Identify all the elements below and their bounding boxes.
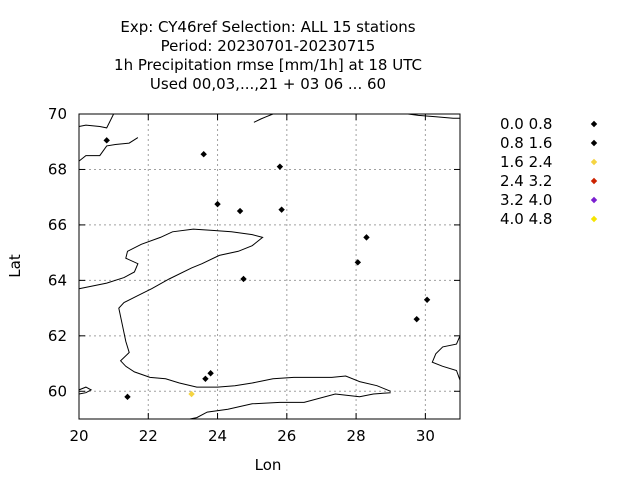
station-point <box>200 151 207 158</box>
coastline <box>78 113 115 129</box>
legend-label: 0.8 1.6 <box>500 134 552 152</box>
legend-marker <box>590 120 598 128</box>
legend-marker <box>590 139 598 147</box>
x-tick-label: 24 <box>208 427 227 445</box>
title-line-2: Period: 20230701-20230715 <box>161 37 376 55</box>
y-tick-label: 66 <box>48 216 67 234</box>
plot-frame <box>78 113 461 420</box>
legend: 0.0 0.80.8 1.61.6 2.42.4 3.23.2 4.04.0 4… <box>500 115 598 228</box>
grid <box>79 114 460 419</box>
x-tick-label: 30 <box>416 427 435 445</box>
y-tick-label: 60 <box>48 382 67 400</box>
coastline <box>78 228 391 392</box>
coastline <box>189 392 391 420</box>
station-point <box>214 200 221 208</box>
y-tick-label: 70 <box>48 105 67 123</box>
x-tick-label: 20 <box>69 427 88 445</box>
x-tick-label: 26 <box>277 427 296 445</box>
coastline <box>253 113 274 123</box>
x-tick-label: 28 <box>347 427 366 445</box>
station-point <box>413 315 420 323</box>
legend-marker <box>590 215 598 223</box>
station-point <box>236 207 244 215</box>
station-point <box>124 393 131 401</box>
station-point <box>207 370 214 377</box>
title-line-3: 1h Precipitation rmse [mm/1h] at 18 UTC <box>114 56 422 74</box>
axis-ticks: 20 22 24 26 28 30 60 62 64 66 68 70 <box>48 105 460 445</box>
station-point <box>202 375 209 382</box>
station-point <box>188 390 195 398</box>
station-point <box>354 259 362 266</box>
legend-label: 2.4 3.2 <box>500 172 552 190</box>
station-point <box>363 234 370 241</box>
x-axis-label: Lon <box>255 456 282 474</box>
legend-marker <box>590 196 598 204</box>
coastline <box>78 137 139 162</box>
y-tick-label: 68 <box>48 160 67 178</box>
station-points <box>103 137 431 401</box>
legend-label: 0.0 0.8 <box>500 115 552 133</box>
coastline <box>407 113 460 119</box>
legend-label: 1.6 2.4 <box>500 153 552 171</box>
title-line-4: Used 00,03,...,21 + 03 06 ... 60 <box>150 75 386 93</box>
title-line-1: Exp: CY46ref Selection: ALL 15 stations <box>120 18 415 36</box>
coastline <box>78 386 93 395</box>
station-point <box>103 137 110 144</box>
y-tick-label: 62 <box>48 327 67 345</box>
legend-marker <box>590 158 598 166</box>
station-point <box>278 206 285 213</box>
station-point <box>240 275 247 283</box>
legend-label: 4.0 4.8 <box>500 210 552 228</box>
legend-label: 3.2 4.0 <box>500 191 552 209</box>
x-tick-label: 22 <box>139 427 158 445</box>
y-tick-label: 64 <box>48 271 67 289</box>
coastline <box>431 335 461 381</box>
legend-marker <box>590 177 598 185</box>
chart-title: Exp: CY46ref Selection: ALL 15 stations … <box>114 18 422 93</box>
y-axis-label: Lat <box>6 254 24 278</box>
coastline-map <box>78 113 461 420</box>
station-point <box>276 163 284 170</box>
station-point <box>423 296 431 303</box>
